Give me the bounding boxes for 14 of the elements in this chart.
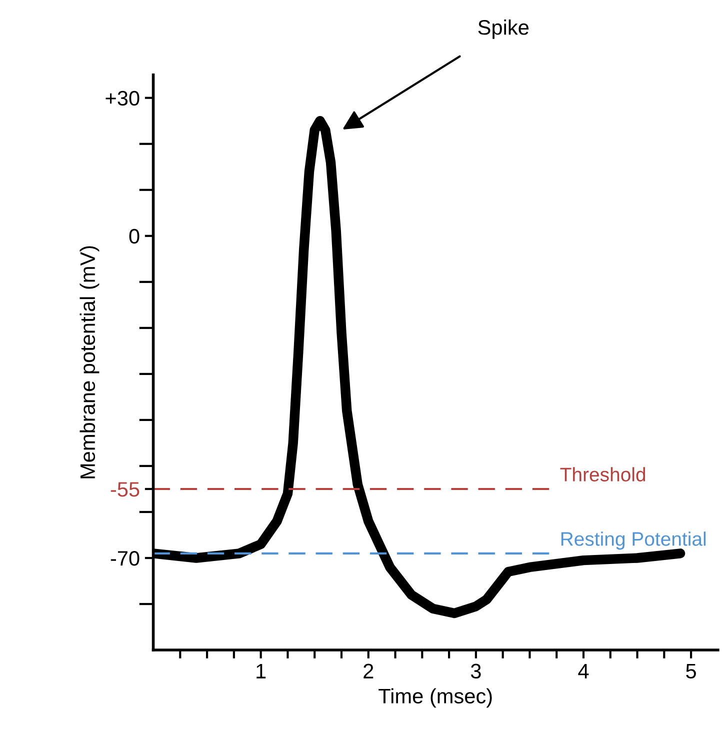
y-tick-label: -55 [110,482,140,497]
x-tick-label: 2 [364,664,374,678]
ref-line-label: Resting Potential [561,532,706,550]
text: Spike [478,20,528,39]
y-tick-label: -70 [110,551,140,566]
x-tick-label: 1 [256,664,266,678]
y-tick-label: +30 [106,90,140,106]
x-tick-label: 3 [470,664,481,679]
x-tick-label: 4 [578,664,589,678]
y-tick-label: 0 [129,228,140,244]
ref-line-label: Threshold [560,467,646,482]
y-axis-title: Membrane potential (mV) [80,246,100,478]
x-axis-title: Time (msec) [378,688,492,708]
x-tick-label: 5 [686,664,696,679]
